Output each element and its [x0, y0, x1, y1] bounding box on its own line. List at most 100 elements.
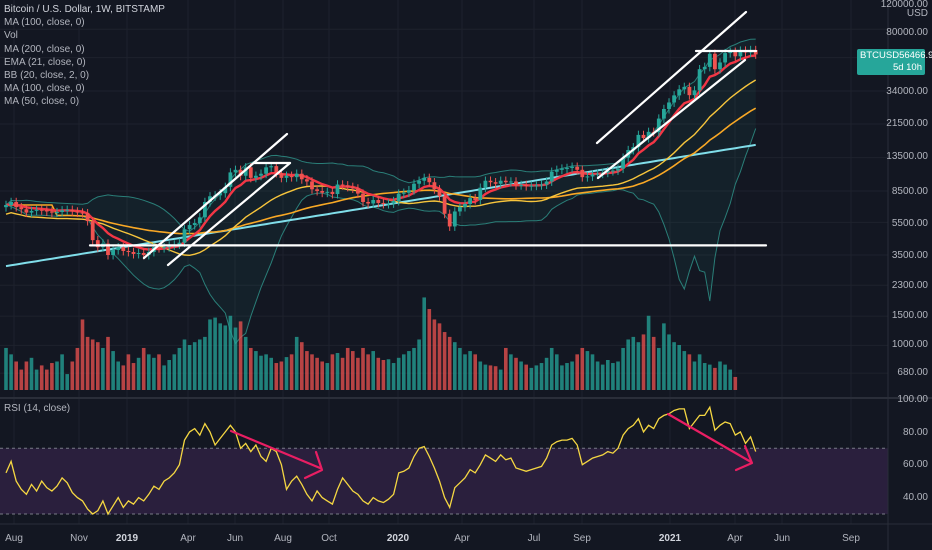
candle-body: [570, 166, 574, 168]
candle-body: [106, 243, 110, 255]
candle-body: [264, 167, 268, 174]
volume-bar: [223, 325, 228, 390]
candle-body: [621, 157, 625, 169]
volume-bar: [121, 365, 126, 390]
legend-ma100[interactable]: MA (100, close, 0): [4, 17, 85, 29]
candle-body: [325, 191, 330, 193]
volume-bar: [70, 361, 75, 390]
candle-body: [713, 53, 717, 70]
candle-body: [121, 247, 126, 251]
candle-body: [95, 240, 100, 248]
legend-ma200[interactable]: MA (200, close, 0): [4, 43, 85, 55]
volume-bar: [504, 347, 508, 390]
volume-bar: [162, 365, 166, 390]
volume-bar: [45, 369, 49, 390]
candle-body: [718, 62, 722, 70]
volume-bar: [621, 347, 625, 390]
legend-ma50[interactable]: MA (50, close, 0): [4, 96, 80, 108]
volume-bar: [524, 364, 528, 390]
candle-body: [580, 169, 585, 178]
symbol-title[interactable]: Bitcoin / U.S. Dollar, 1W, BITSTAMP: [4, 4, 165, 15]
candle-body: [177, 242, 182, 245]
candle-body: [24, 209, 29, 213]
volume-bar: [294, 336, 299, 390]
time-label-aug-2018: Aug: [5, 533, 23, 544]
volume-bar: [90, 339, 95, 390]
volume-bar: [544, 357, 549, 390]
candle-body: [371, 200, 376, 204]
volume-bar: [284, 357, 289, 390]
volume-bar: [340, 357, 345, 390]
rsi-divergence-arrowhead-2019: [303, 450, 324, 480]
volume-bar: [687, 354, 692, 390]
volume-bar: [136, 357, 141, 390]
legend-ma100-second[interactable]: MA (100, close, 0): [4, 83, 85, 95]
volume-bar: [396, 357, 401, 390]
volume-bar: [55, 361, 59, 390]
price-label-120000: 120000.00: [880, 0, 928, 10]
candle-body: [575, 166, 580, 170]
price-label-680: 680.00: [897, 367, 928, 378]
candle-body: [187, 225, 192, 230]
volume-bar: [60, 354, 64, 390]
candle-body: [407, 190, 411, 193]
candle-body: [498, 180, 503, 184]
volume-bar: [468, 351, 472, 390]
volume-bar: [677, 344, 681, 390]
candle-body: [233, 169, 238, 173]
volume-bar: [432, 319, 437, 390]
candle-body: [667, 102, 671, 109]
volume-bar: [549, 347, 554, 390]
rsi-divergence-arrowhead-2021: [734, 444, 754, 472]
volume-bar: [733, 376, 738, 390]
volume-bar: [590, 354, 595, 390]
volume-bar: [167, 359, 171, 390]
time-label-jun-2021: Jun: [773, 533, 791, 544]
volume-bar: [141, 347, 146, 390]
candle-body: [707, 53, 712, 67]
volume-bar: [702, 363, 707, 390]
candle-body: [483, 180, 488, 188]
rsi-legend[interactable]: RSI (14, close): [4, 403, 71, 414]
volume-bar: [611, 363, 615, 390]
volume-bar: [243, 336, 248, 390]
price-label-2300: 2300.00: [891, 280, 928, 291]
volume-bar: [269, 357, 273, 390]
volume-bar: [417, 339, 421, 390]
volume-bar: [131, 363, 136, 390]
volume-bar: [539, 363, 544, 390]
volume-bar: [80, 319, 85, 390]
candle-body: [361, 193, 365, 202]
volume-bar: [172, 354, 177, 390]
volume-bar: [85, 336, 90, 390]
candle-body: [335, 184, 340, 195]
candle-body: [590, 174, 595, 177]
candle-body: [595, 173, 600, 175]
candle-body: [560, 168, 564, 170]
candle-body: [279, 173, 284, 178]
volume-bar: [560, 365, 564, 390]
volume-bar: [371, 351, 375, 390]
candle-body: [488, 180, 493, 183]
volume-bar: [575, 354, 579, 390]
time-label-2020: 2020: [386, 533, 410, 544]
volume-bar: [264, 354, 268, 390]
volume-bar: [580, 347, 585, 390]
volume-bar: [65, 374, 69, 390]
bb-lower: [5, 128, 757, 345]
candle-body: [672, 95, 676, 103]
candle-body: [192, 223, 197, 226]
candle-body: [55, 212, 59, 214]
volume-bar: [412, 347, 416, 390]
candle-body: [396, 193, 401, 201]
price-label-1000: 1000.00: [891, 339, 928, 350]
legend-bb[interactable]: BB (20, close, 2, 0): [4, 70, 90, 82]
candle-body: [80, 212, 85, 214]
volume-bar: [498, 369, 503, 390]
volume-bar: [565, 363, 569, 390]
legend-vol[interactable]: Vol: [4, 30, 18, 42]
legend-ema21[interactable]: EMA (21, close, 0): [4, 56, 86, 68]
volume-bar: [672, 342, 676, 390]
candle-body: [248, 167, 253, 178]
